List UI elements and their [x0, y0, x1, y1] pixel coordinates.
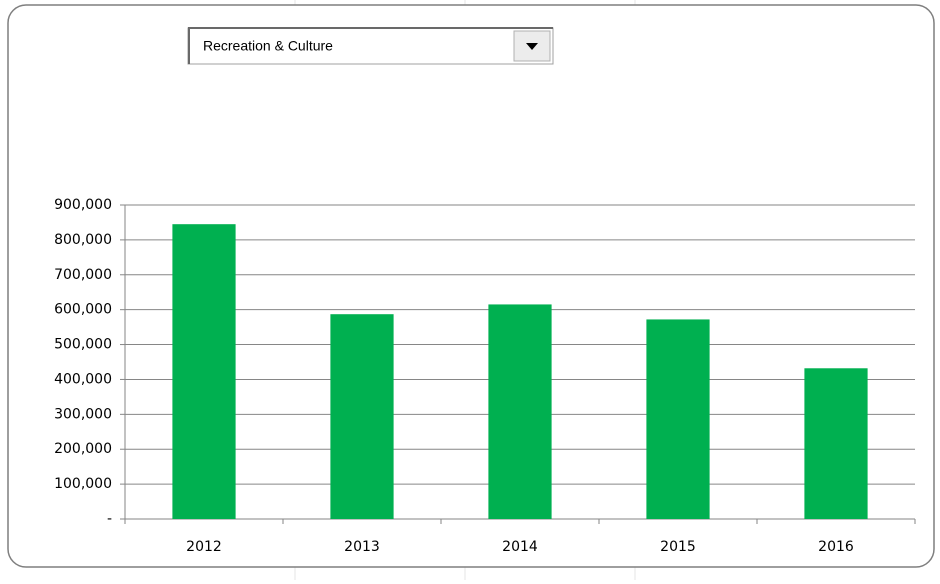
y-tick-label: 700,000	[54, 267, 112, 283]
dropdown-box[interactable]	[187, 27, 554, 65]
dropdown-text: Recreation & Culture	[203, 38, 333, 54]
y-tick-label: 300,000	[54, 406, 112, 422]
x-tick-label: 2013	[344, 539, 380, 555]
y-tick-label: 800,000	[54, 232, 112, 248]
chart-frame	[7, 4, 935, 568]
y-tick-label: -	[107, 511, 112, 527]
x-tick-label: 2016	[818, 539, 854, 555]
y-tick-label: 400,000	[54, 371, 112, 387]
bar	[488, 304, 552, 519]
x-tick-label: 2015	[660, 539, 696, 555]
bar	[330, 314, 394, 519]
y-tick-label: 500,000	[54, 337, 112, 353]
y-tick-label: 600,000	[54, 302, 112, 318]
y-tick-label: 100,000	[54, 476, 112, 492]
bar	[172, 224, 236, 519]
dropdown-button[interactable]	[513, 30, 551, 62]
x-tick-label: 2012	[186, 539, 222, 555]
bar	[804, 368, 868, 519]
y-tick-label: 200,000	[54, 441, 112, 457]
x-tick-label: 2014	[502, 539, 538, 555]
dropdown[interactable]: Recreation & Culture	[187, 27, 554, 65]
dropdown-arrow	[526, 43, 538, 50]
bar	[646, 319, 710, 519]
y-tick-label: 900,000	[54, 197, 112, 213]
